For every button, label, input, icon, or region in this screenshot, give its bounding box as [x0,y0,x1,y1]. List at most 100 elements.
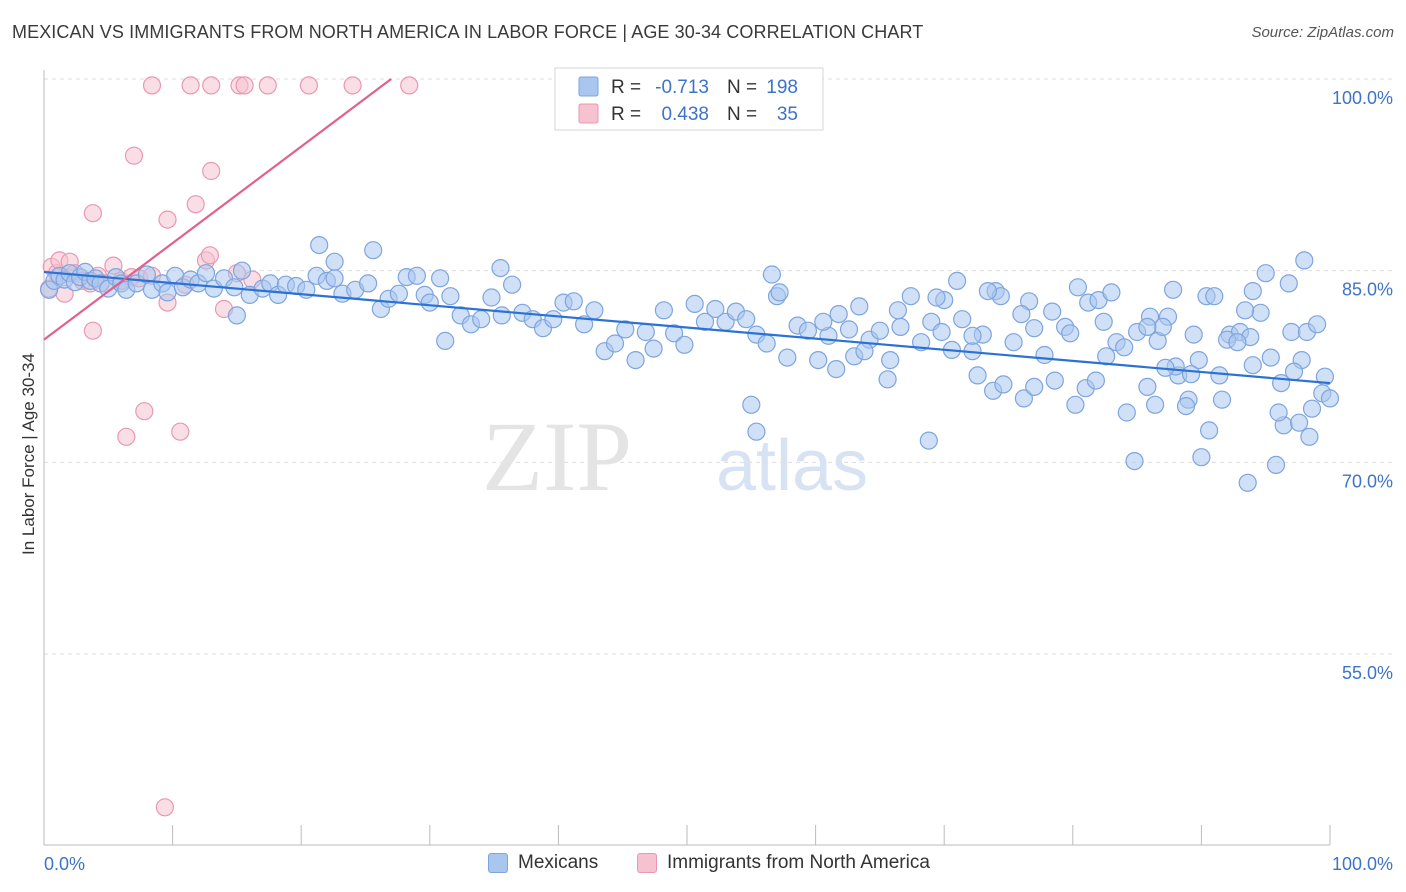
point-mexicans [757,334,776,353]
point-mexicans [1212,390,1232,409]
y-tick-label: 100.0% [1332,88,1393,108]
point-immigrants [202,76,221,95]
legend-label-immigrants: Immigrants from North America [667,852,930,873]
point-mexicans [359,274,378,293]
point-immigrants [400,76,419,95]
point-mexicans [1014,389,1034,408]
point-immigrants [83,204,103,223]
point-mexicans [420,293,439,312]
point-mexicans [1300,427,1319,446]
point-mexicans [431,269,450,288]
point-mexicans [1243,282,1262,301]
chart-title: MEXICAN VS IMMIGRANTS FROM NORTH AMERICA… [12,22,924,42]
point-immigrants [202,161,221,181]
y-tick-label: 85.0% [1342,280,1393,300]
point-mexicans [1153,317,1172,336]
point-mexicans [1295,251,1314,270]
point-mexicans [829,305,848,324]
point-mexicans [809,351,828,370]
point-mexicans [1035,345,1054,365]
point-mexicans [654,301,674,320]
stats-swatch-pink [578,103,599,124]
point-mexicans [1145,395,1165,414]
point-immigrants [343,76,362,95]
point-mexicans [953,310,972,329]
point-mexicans [644,339,663,358]
point-mexicans [491,259,510,278]
point-mexicans [1125,452,1144,471]
axis-layer [43,70,1331,846]
point-mexicans [737,310,756,329]
point-mexicans [827,360,846,379]
point-mexicans [407,266,426,285]
point-mexicans [798,321,818,340]
point-mexicans [932,322,951,342]
point-mexicans [1025,377,1044,396]
point-mexicans [1192,448,1211,467]
point-mexicans [1256,264,1275,283]
point-mexicans [1235,301,1255,320]
point-mexicans [1012,305,1031,324]
point-mexicans [881,351,900,370]
point-immigrants [200,246,219,265]
point-mexicans [888,301,908,320]
point-mexicans [1068,278,1088,297]
points-layer [39,76,1340,817]
point-mexicans [1238,473,1257,492]
point-mexicans [1210,366,1229,385]
point-mexicans [1282,322,1301,342]
stats-r-value: 0.438 [661,104,709,125]
point-mexicans [1094,312,1113,331]
point-mexicans [158,283,177,302]
legend-item-immigrants[interactable]: Immigrants from North America [637,852,930,874]
point-mexicans [482,288,501,307]
point-mexicans [978,282,998,301]
point-mexicans [891,317,910,336]
point-mexicans [626,351,645,370]
point-immigrants [171,422,190,441]
chart-source: Source: ZipAtlas.com [1251,24,1394,41]
point-mexicans [1315,367,1335,386]
trend-layer [43,78,1331,385]
stats-r-label: R = [611,77,641,98]
stats-swatch-blue [578,76,599,97]
x-tick-label-min: 0.0% [44,854,85,874]
point-mexicans [675,335,694,354]
point-mexicans [814,312,833,331]
stats-r-value: -0.713 [655,77,709,98]
point-mexicans [1289,413,1309,432]
point-mexicans [706,299,725,319]
stats-legend-box [554,67,824,131]
stats-n-value: 35 [777,104,798,125]
point-mexicans [762,265,782,284]
point-mexicans [855,342,874,361]
point-mexicans [1117,403,1136,422]
point-mexicans [310,236,329,255]
point-mexicans [1115,338,1134,357]
ticklabel-layer: 100.0% 85.0% 70.0% 55.0% 0.0% 100.0% [44,88,1393,874]
point-mexicans [441,287,460,306]
point-immigrants [83,321,103,340]
point-mexicans [502,275,522,294]
point-mexicans [436,331,455,350]
point-mexicans [1184,325,1203,344]
point-mexicans [1045,371,1064,390]
point-immigrants [117,427,136,446]
point-mexicans [1176,397,1196,416]
point-immigrants [124,146,144,165]
point-mexicans [901,287,920,306]
point-mexicans [664,324,684,343]
point-mexicans [1199,421,1219,440]
point-mexicans [616,320,635,339]
point-mexicans [585,301,604,320]
point-mexicans [1320,389,1340,408]
series-legend: Mexicans Immigrants from North America [0,850,1406,880]
legend-item-mexicans[interactable]: Mexicans [488,852,598,874]
point-mexicans [1243,356,1262,375]
point-immigrants [135,402,154,421]
y-axis-label: In Labor Force | Age 30-34 [19,353,38,555]
point-mexicans [695,312,715,331]
point-immigrants [186,195,205,214]
point-mexicans [605,334,625,353]
point-mexicans [1228,333,1247,352]
